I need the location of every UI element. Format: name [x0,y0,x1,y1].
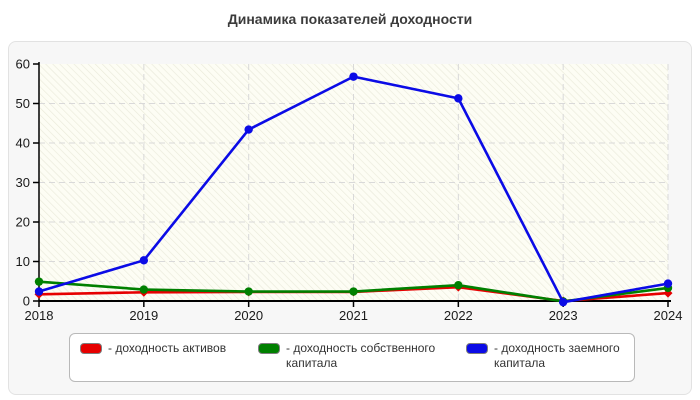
svg-text:2023: 2023 [549,308,578,323]
legend-item-assets: - доходность активов [80,341,258,356]
legend-label: - доходность активов [108,341,227,355]
legend-label: - доходность собственного капитала [286,341,436,370]
svg-text:10: 10 [16,254,30,269]
svg-text:60: 60 [16,57,30,72]
svg-text:40: 40 [16,136,30,151]
svg-text:50: 50 [16,96,30,111]
svg-text:20: 20 [16,215,30,230]
svg-text:30: 30 [16,175,30,190]
legend-label: - доходность заемного капитала [494,341,620,370]
legend-item-equity: - доходность собственного капитала [258,341,466,371]
legend-swatch-green [258,343,281,354]
svg-text:2020: 2020 [234,308,263,323]
svg-text:0: 0 [23,294,30,309]
legend-swatch-blue [466,343,488,354]
page-title: Динамика показателей доходности [227,11,473,27]
chart-legend: - доходность активов - доходность собств… [69,333,635,382]
svg-text:2018: 2018 [25,308,54,323]
svg-text:2022: 2022 [444,308,473,323]
chart-panel: 0 10 20 30 40 50 60 2018 2019 2020 2021 2022 2023 202… [8,41,692,395]
svg-text:2024: 2024 [654,308,683,323]
svg-text:2021: 2021 [339,308,368,323]
svg-text:2019: 2019 [129,308,158,323]
legend-swatch-red [80,343,102,354]
line-chart: 0 10 20 30 40 50 60 2018 2019 2020 2021 2022 2023 202… [16,57,683,324]
legend-item-debt: - доходность заемного капитала [466,341,634,371]
